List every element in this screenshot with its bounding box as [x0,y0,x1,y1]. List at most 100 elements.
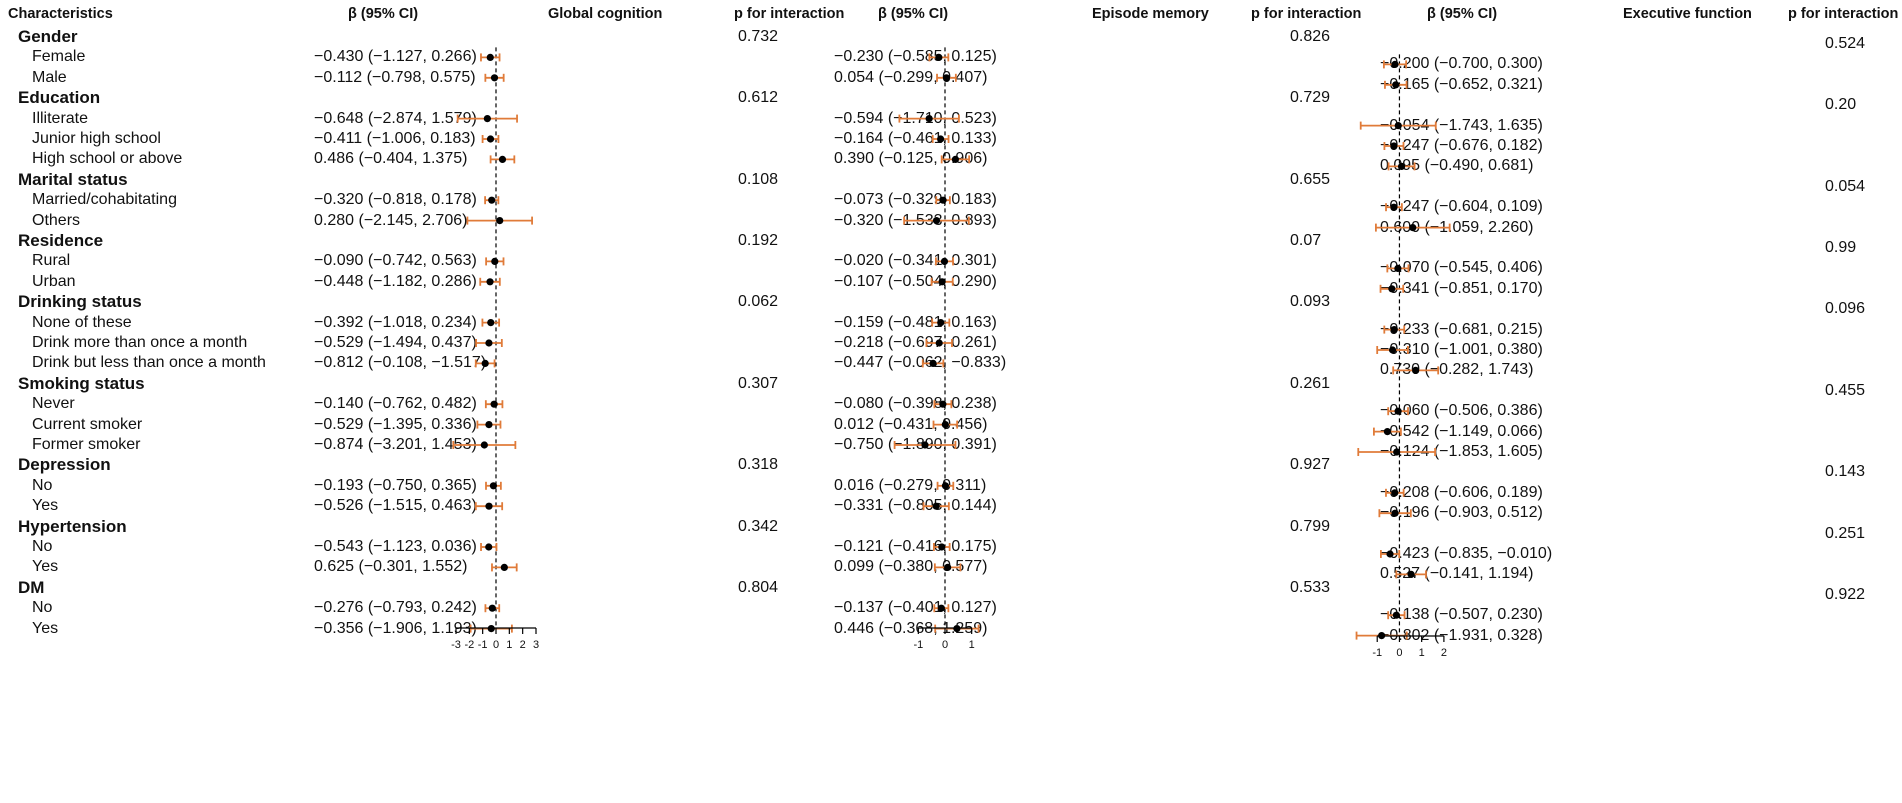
estimate-point [935,53,943,62]
beta-ci-label: −0.230 (−0.585, 0.125) [834,48,997,66]
beta-ci-label: −0.054 (−1.743, 1.635) [1380,116,1543,134]
estimate-point [932,502,940,510]
x-tick-label: -1 [913,639,923,651]
beta-ci-label: −0.392 (−1.018, 0.234) [314,313,477,331]
estimate-point [938,543,946,551]
group-label: Gender [18,27,78,46]
beta-ci-label: 0.446 (−0.368, 1.259) [834,619,988,637]
beta-ci-label: −0.112 (−0.798, 0.575) [314,68,476,86]
beta-ci-label: −0.233 (−0.681, 0.215) [1380,320,1543,338]
estimate-point [940,257,949,265]
p-value: 0.093 [1290,293,1331,311]
beta-ci-label: −0.448 (−1.182, 0.286) [314,272,477,290]
estimate-point [937,319,945,327]
p-value: 0.655 [1290,170,1331,188]
beta-ci-label: −0.121 (−0.416, 0.175) [834,538,997,555]
item-label: Yes [32,558,59,576]
estimate-point [938,278,946,286]
beta-ci-label: −0.411 (−1.006, 0.183) [314,130,476,147]
x-tick-label: 1 [1419,647,1425,659]
estimate-point [490,74,499,82]
estimate-point [1388,285,1396,293]
beta-ci-label: 0.600 (−1.059, 2.260) [1380,218,1534,236]
beta-ci-label: −0.356 (−1.906, 1.193) [314,619,477,637]
item-label: Rural [32,252,71,270]
estimate-point [935,339,943,347]
estimate-point [1390,142,1398,150]
p-value: 0.612 [738,89,779,107]
estimate-point [490,400,498,408]
item-label: No [32,599,53,617]
item-label: Former smoker [32,436,141,453]
beta-ci-label: 0.012 (−0.431, 0.456) [834,415,988,433]
group-label: Hypertension [18,516,127,536]
beta-ci-label: −0.423 (−0.835, −0.010) [1380,545,1553,562]
item-label: Female [32,48,86,66]
x-tick-label: 0 [942,639,948,651]
beta-ci-label: −0.138 (−0.507, 0.230) [1380,606,1543,624]
beta-ci-label: −0.107 (−0.504, 0.290) [834,272,997,290]
item-label: Male [32,68,67,86]
group-label: Depression [18,455,111,475]
beta-ci-label: −0.542 (−1.149, 0.066) [1380,422,1543,440]
estimate-point [1407,570,1415,579]
x-tick-label: -3 [451,639,461,651]
x-tick-label: 2 [520,639,526,651]
beta-ci-label: −0.648 (−2.874, 1.579) [314,109,477,127]
estimate-point [500,563,508,572]
beta-ci-label: 0.095 (−0.490, 0.681) [1380,157,1534,175]
estimate-point [941,421,949,429]
item-label: Junior high school [32,130,161,147]
item-label: None of these [32,313,132,331]
beta-ci-label: 0.527 (−0.141, 1.194) [1380,565,1534,583]
beta-ci-label: −0.812 (−0.108, −1.517) [314,354,487,372]
item-label: Others [32,211,81,229]
estimate-point [483,115,491,123]
beta-ci-label: 0.486 (−0.404, 1.375) [314,150,468,168]
estimate-point [1391,509,1399,517]
p-value: 0.99 [1825,239,1857,256]
x-tick-label: 3 [533,639,539,651]
beta-ci-label: 0.099 (−0.380, 0.577) [834,558,988,576]
beta-ci-label: −0.874 (−3.201, 1.453) [314,436,477,453]
estimate-point [1394,407,1402,415]
beta-ci-label: −0.090 (−0.742, 0.563) [314,252,477,270]
group-label: Smoking status [18,373,145,393]
x-tick-label: -1 [1372,647,1382,659]
beta-ci-label: −0.165 (−0.652, 0.321) [1380,75,1543,93]
item-label: Current smoker [32,415,143,433]
estimate-point [929,359,937,367]
estimate-point [921,441,929,449]
estimate-point [491,257,499,265]
p-value: 0.533 [1290,578,1331,596]
header-p-executive: p for interaction [1788,6,1899,22]
beta-ci-label: −0.080 (−0.398, 0.238) [834,395,997,413]
estimate-point [488,604,496,612]
beta-ci-label: −0.193 (−0.750, 0.365) [314,476,477,494]
estimate-point [1391,489,1399,497]
estimate-point [486,135,495,143]
beta-ci-label: −0.430 (−1.127, 0.266) [314,48,477,66]
p-value: 0.143 [1825,463,1866,481]
estimate-point [951,155,960,163]
header-characteristics: Characteristics [8,6,113,22]
item-label: Illiterate [32,109,89,127]
p-value: 0.07 [1290,232,1322,249]
p-value: 0.318 [738,456,779,474]
beta-ci-label: 0.280 (−2.145, 2.706) [314,211,468,229]
header-p-global: p for interaction [734,6,845,22]
p-value: 0.054 [1825,177,1866,195]
beta-ci-label: −0.020 (−0.341, 0.301) [834,252,997,270]
p-value: 0.062 [738,293,779,311]
header-beta-global: β (95% CI) [348,6,419,22]
item-label: Drink but less than once a month [32,354,266,372]
estimate-point [498,155,507,163]
header-p-memory: p for interaction [1251,6,1362,22]
beta-ci-label: −0.526 (−1.515, 0.463) [314,497,477,515]
beta-ci-label: −0.276 (−0.793, 0.242) [314,599,477,617]
item-label: No [32,538,53,555]
p-value: 0.826 [1290,28,1331,45]
beta-ci-label: −0.247 (−0.676, 0.182) [1380,137,1543,154]
beta-ci-label: −0.164 (−0.461, 0.133) [834,130,997,147]
